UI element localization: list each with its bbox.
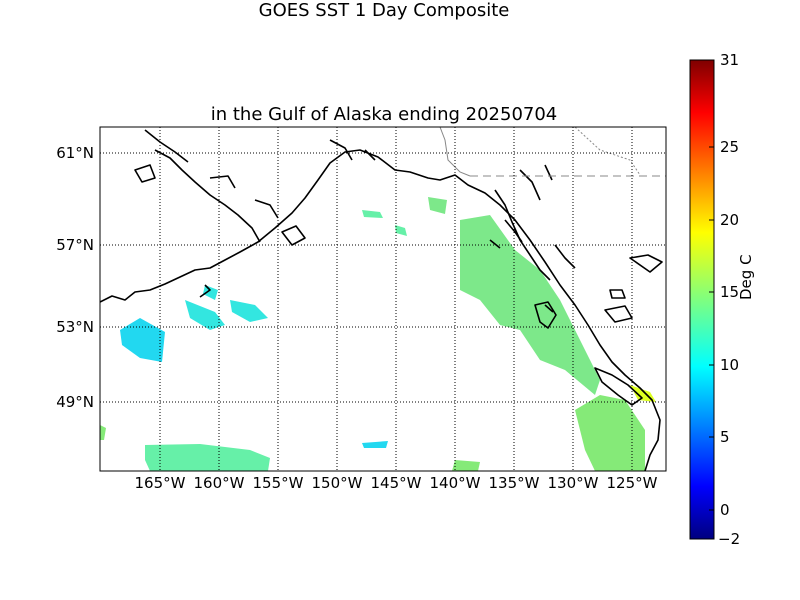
colorbar-label-20: 20 xyxy=(720,211,740,229)
lat-label-61: 61°N xyxy=(56,144,94,162)
lon-label-150: 150°W xyxy=(311,474,363,492)
lat-label-53: 53°N xyxy=(56,318,94,336)
map-title-line2: in the Gulf of Alaska ending 20250704 xyxy=(210,104,558,125)
sst-swath-west-2 xyxy=(185,300,225,330)
sst-swath-north-3 xyxy=(428,197,447,214)
map-title-line1: GOES SST 1 Day Composite xyxy=(258,0,510,21)
sst-swath-west-3 xyxy=(230,300,268,322)
colorbar-label-15: 15 xyxy=(720,283,740,301)
lon-label-165: 165°W xyxy=(134,474,186,492)
lon-label-140: 140°W xyxy=(429,474,481,492)
sst-swath-south-3 xyxy=(362,441,388,448)
coastline xyxy=(100,129,663,471)
lon-label-130: 130°W xyxy=(547,474,599,492)
sst-swath-north xyxy=(362,210,383,218)
sst-swath-southwest xyxy=(100,425,106,440)
sst-swath-west-4 xyxy=(203,285,218,300)
border-line xyxy=(439,127,666,177)
colorbar-unit-label: Deg C xyxy=(737,254,755,300)
graticule xyxy=(100,127,666,471)
sst-swath-north-2 xyxy=(395,225,407,236)
sst-swath-southeast xyxy=(575,395,645,471)
map-frame xyxy=(99,126,667,472)
colorbar xyxy=(689,59,715,540)
lon-label-160: 160°W xyxy=(193,474,245,492)
lon-label-135: 135°W xyxy=(488,474,540,492)
colorbar-label-0: 0 xyxy=(720,501,730,519)
sst-swath-east xyxy=(460,215,600,395)
colorbar-label-10: 10 xyxy=(720,356,740,374)
colorbar-label-minus2: −2 xyxy=(718,530,741,548)
lat-label-57: 57°N xyxy=(56,236,94,254)
lon-label-155: 155°W xyxy=(252,474,304,492)
sst-swaths xyxy=(100,197,656,471)
lon-label-145: 145°W xyxy=(370,474,422,492)
colorbar-label-25: 25 xyxy=(720,138,740,156)
sst-swath-south xyxy=(145,444,270,471)
lon-label-125: 125°W xyxy=(606,474,658,492)
lat-label-49: 49°N xyxy=(56,393,94,411)
colorbar-label-5: 5 xyxy=(720,428,730,446)
sst-swath-south-2 xyxy=(452,460,480,471)
colorbar-ticks xyxy=(709,59,714,511)
sst-swath-west xyxy=(120,318,165,362)
colorbar-label-31: 31 xyxy=(720,51,740,69)
